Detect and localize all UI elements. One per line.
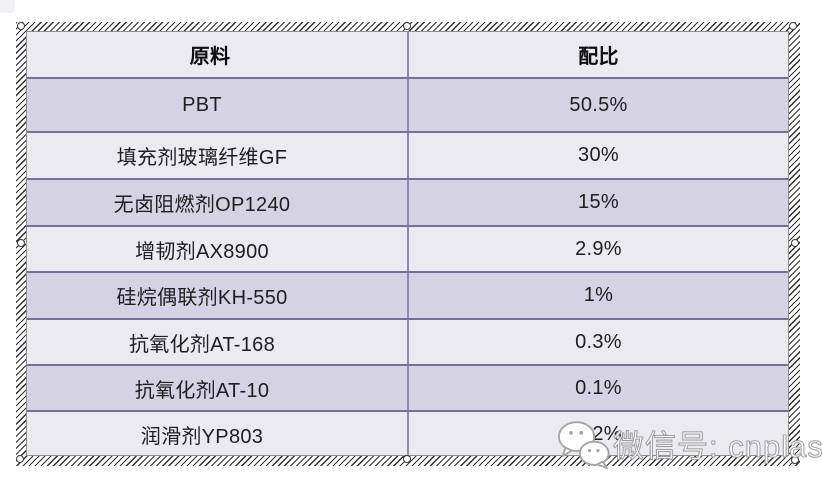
table-row: 润滑剂YP803 0.2% — [27, 410, 788, 455]
table-row: 抗氧化剂AT-168 0.3% — [27, 318, 788, 364]
resize-handle-middle-right[interactable] — [791, 239, 799, 247]
ratio-cell[interactable]: 0.1% — [407, 366, 788, 410]
header-cell-material[interactable]: 原料 — [189, 46, 231, 68]
table-row: 增韧剂AX8900 2.9% — [27, 225, 788, 271]
table-row: 抗氧化剂AT-10 0.1% — [27, 364, 788, 410]
table-row: PBT 50.5% — [27, 77, 788, 131]
ratio-cell[interactable]: 15% — [407, 180, 788, 225]
resize-handle-top-middle[interactable] — [403, 22, 411, 30]
resize-handle-top-right[interactable] — [789, 22, 797, 30]
material-cell[interactable]: 增韧剂AX8900 — [135, 240, 269, 263]
resize-handle-bottom-middle[interactable] — [403, 455, 411, 463]
table-row: 无卤阻燃剂OP1240 15% — [27, 178, 788, 225]
resize-handle-top-left[interactable] — [17, 22, 25, 30]
ratio-cell[interactable]: 30% — [407, 133, 788, 178]
ratio-cell[interactable]: 0.3% — [407, 320, 788, 364]
material-cell[interactable]: PBT — [182, 93, 222, 116]
ratio-cell[interactable]: 50.5% — [407, 79, 788, 131]
material-cell[interactable]: 无卤阻燃剂OP1240 — [113, 194, 291, 216]
resize-handle-bottom-right[interactable] — [791, 456, 799, 464]
ratio-cell[interactable]: 1% — [407, 273, 788, 318]
resize-handle-bottom-left[interactable] — [16, 455, 24, 463]
ratio-cell[interactable]: 0.2% — [407, 412, 788, 455]
table-header-row: 原料 配比 — [27, 32, 788, 77]
ratio-cell[interactable]: 2.9% — [407, 227, 788, 271]
material-cell[interactable]: 填充剂玻璃纤维GF — [116, 147, 288, 169]
material-cell[interactable]: 抗氧化剂AT-168 — [129, 333, 275, 356]
formulation-table: 原料 配比 PBT 50.5% 填充剂玻璃纤维GF 30% 无卤阻燃剂OP124… — [26, 31, 789, 456]
table-row: 填充剂玻璃纤维GF 30% — [27, 131, 788, 178]
table-row: 硅烷偶联剂KH-550 1% — [27, 271, 788, 318]
page-corner-artifact — [0, 0, 15, 13]
material-cell[interactable]: 抗氧化剂AT-10 — [134, 379, 270, 402]
material-cell[interactable]: 润滑剂YP803 — [140, 426, 264, 448]
material-cell[interactable]: 硅烷偶联剂KH-550 — [116, 287, 288, 309]
header-cell-ratio[interactable]: 配比 — [407, 32, 788, 77]
table-selection-frame[interactable]: 原料 配比 PBT 50.5% 填充剂玻璃纤维GF 30% 无卤阻燃剂OP124… — [16, 22, 800, 466]
resize-handle-middle-left[interactable] — [17, 239, 25, 247]
